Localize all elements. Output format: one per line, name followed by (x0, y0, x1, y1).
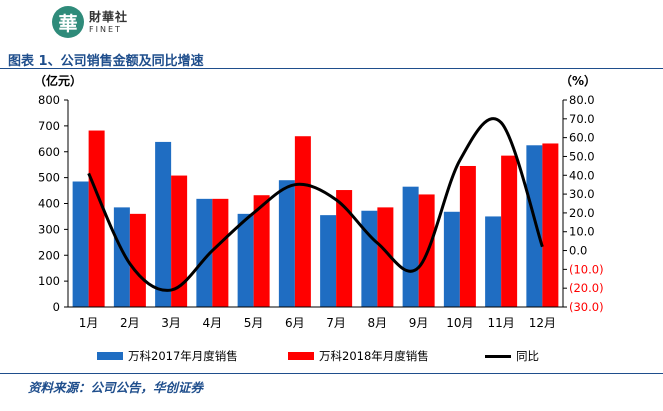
right-tick-label-9: 60.0 (569, 131, 595, 145)
bar-2018-3 (171, 175, 188, 307)
x-tick-label-2: 2月 (120, 316, 140, 330)
bar-2018-10 (459, 165, 476, 307)
x-tick-label-11: 11月 (487, 316, 514, 330)
left-tick-label-7: 700 (38, 119, 60, 133)
x-tick-label-12: 12月 (529, 316, 556, 330)
legend-item-2018: 万科2018年月度销售 (288, 348, 429, 364)
logo-text: 財華社 FINET (89, 11, 128, 34)
right-tick-label-5: 20.0 (569, 206, 595, 220)
left-tick-label-2: 200 (38, 248, 60, 262)
figure-title: 图表 1、公司销售金额及同比增速 (8, 54, 204, 69)
legend: 万科2017年月度销售 万科2018年月度销售 同比 (0, 348, 663, 364)
legend-swatch-2018 (288, 352, 314, 360)
x-tick-label-3: 3月 (161, 316, 181, 330)
bar-2018-6 (294, 136, 311, 307)
logo-mark: 華 (52, 6, 84, 38)
legend-label-2017: 万科2017年月度销售 (128, 349, 238, 363)
finet-logo: 華 財華社 FINET (52, 4, 128, 40)
bar-2018-4 (212, 198, 229, 307)
bar-2017-11 (485, 216, 502, 307)
bar-2017-8 (361, 210, 378, 307)
bar-2018-11 (501, 155, 518, 307)
left-tick-label-5: 500 (38, 171, 60, 185)
logo-english-name: FINET (89, 24, 122, 34)
legend-swatch-2017 (97, 352, 123, 360)
right-tick-label-6: 30.0 (569, 187, 595, 201)
bar-2018-12 (542, 143, 559, 307)
left-tick-label-0: 0 (53, 300, 60, 314)
right-tick-label-0: (30.0) (569, 300, 604, 314)
right-tick-label-1: (20.0) (569, 281, 604, 295)
bar-2017-10 (443, 211, 460, 307)
legend-swatch-yoy (485, 354, 511, 358)
legend-label-2018: 万科2018年月度销售 (319, 349, 429, 363)
x-tick-label-10: 10月 (446, 316, 473, 330)
source-divider (0, 373, 663, 374)
left-tick-label-3: 300 (38, 222, 60, 236)
right-tick-label-10: 70.0 (569, 112, 595, 126)
logo-chinese-name: 財華社 (89, 9, 129, 24)
x-tick-label-6: 6月 (285, 316, 305, 330)
bar-2018-8 (377, 207, 394, 307)
yoy-growth-line (87, 117, 544, 292)
bar-2017-12 (526, 145, 543, 307)
right-tick-label-7: 40.0 (569, 168, 595, 182)
bar-2018-5 (253, 195, 270, 307)
legend-label-yoy: 同比 (516, 349, 539, 363)
left-tick-label-4: 400 (38, 197, 60, 211)
x-tick-label-9: 9月 (409, 316, 429, 330)
left-tick-label-1: 100 (38, 274, 60, 288)
x-tick-label-1: 1月 (79, 316, 99, 330)
bar-2017-9 (402, 186, 419, 307)
right-tick-label-8: 50.0 (569, 149, 595, 163)
bar-2017-7 (320, 215, 337, 307)
bar-2018-2 (129, 213, 146, 307)
bar-2017-4 (196, 198, 213, 307)
title-divider (0, 68, 663, 69)
right-tick-label-3: 0.0 (569, 244, 587, 258)
left-tick-label-6: 600 (38, 145, 60, 159)
bar-2017-1 (72, 181, 89, 307)
left-tick-label-8: 800 (38, 93, 60, 107)
bar-2018-1 (88, 130, 105, 307)
x-tick-label-7: 7月 (326, 316, 346, 330)
bar-2017-5 (237, 213, 254, 307)
bar-2017-6 (278, 180, 295, 307)
x-tick-label-4: 4月 (203, 316, 223, 330)
legend-item-2017: 万科2017年月度销售 (97, 348, 238, 364)
right-tick-label-11: 80.0 (569, 93, 595, 107)
left-axis-label: （亿元） (34, 73, 82, 88)
bar-2017-2 (113, 207, 130, 307)
source-note: 资料来源：公司公告，华创证券 (28, 380, 204, 395)
x-tick-label-8: 8月 (368, 316, 388, 330)
bar-2017-3 (155, 141, 172, 307)
right-tick-label-2: (10.0) (569, 262, 604, 276)
right-tick-label-4: 10.0 (569, 225, 595, 239)
right-axis-label: （%） (560, 73, 596, 88)
x-tick-label-5: 5月 (244, 316, 264, 330)
bar-2018-7 (336, 190, 353, 307)
legend-item-yoy: 同比 (485, 348, 539, 364)
